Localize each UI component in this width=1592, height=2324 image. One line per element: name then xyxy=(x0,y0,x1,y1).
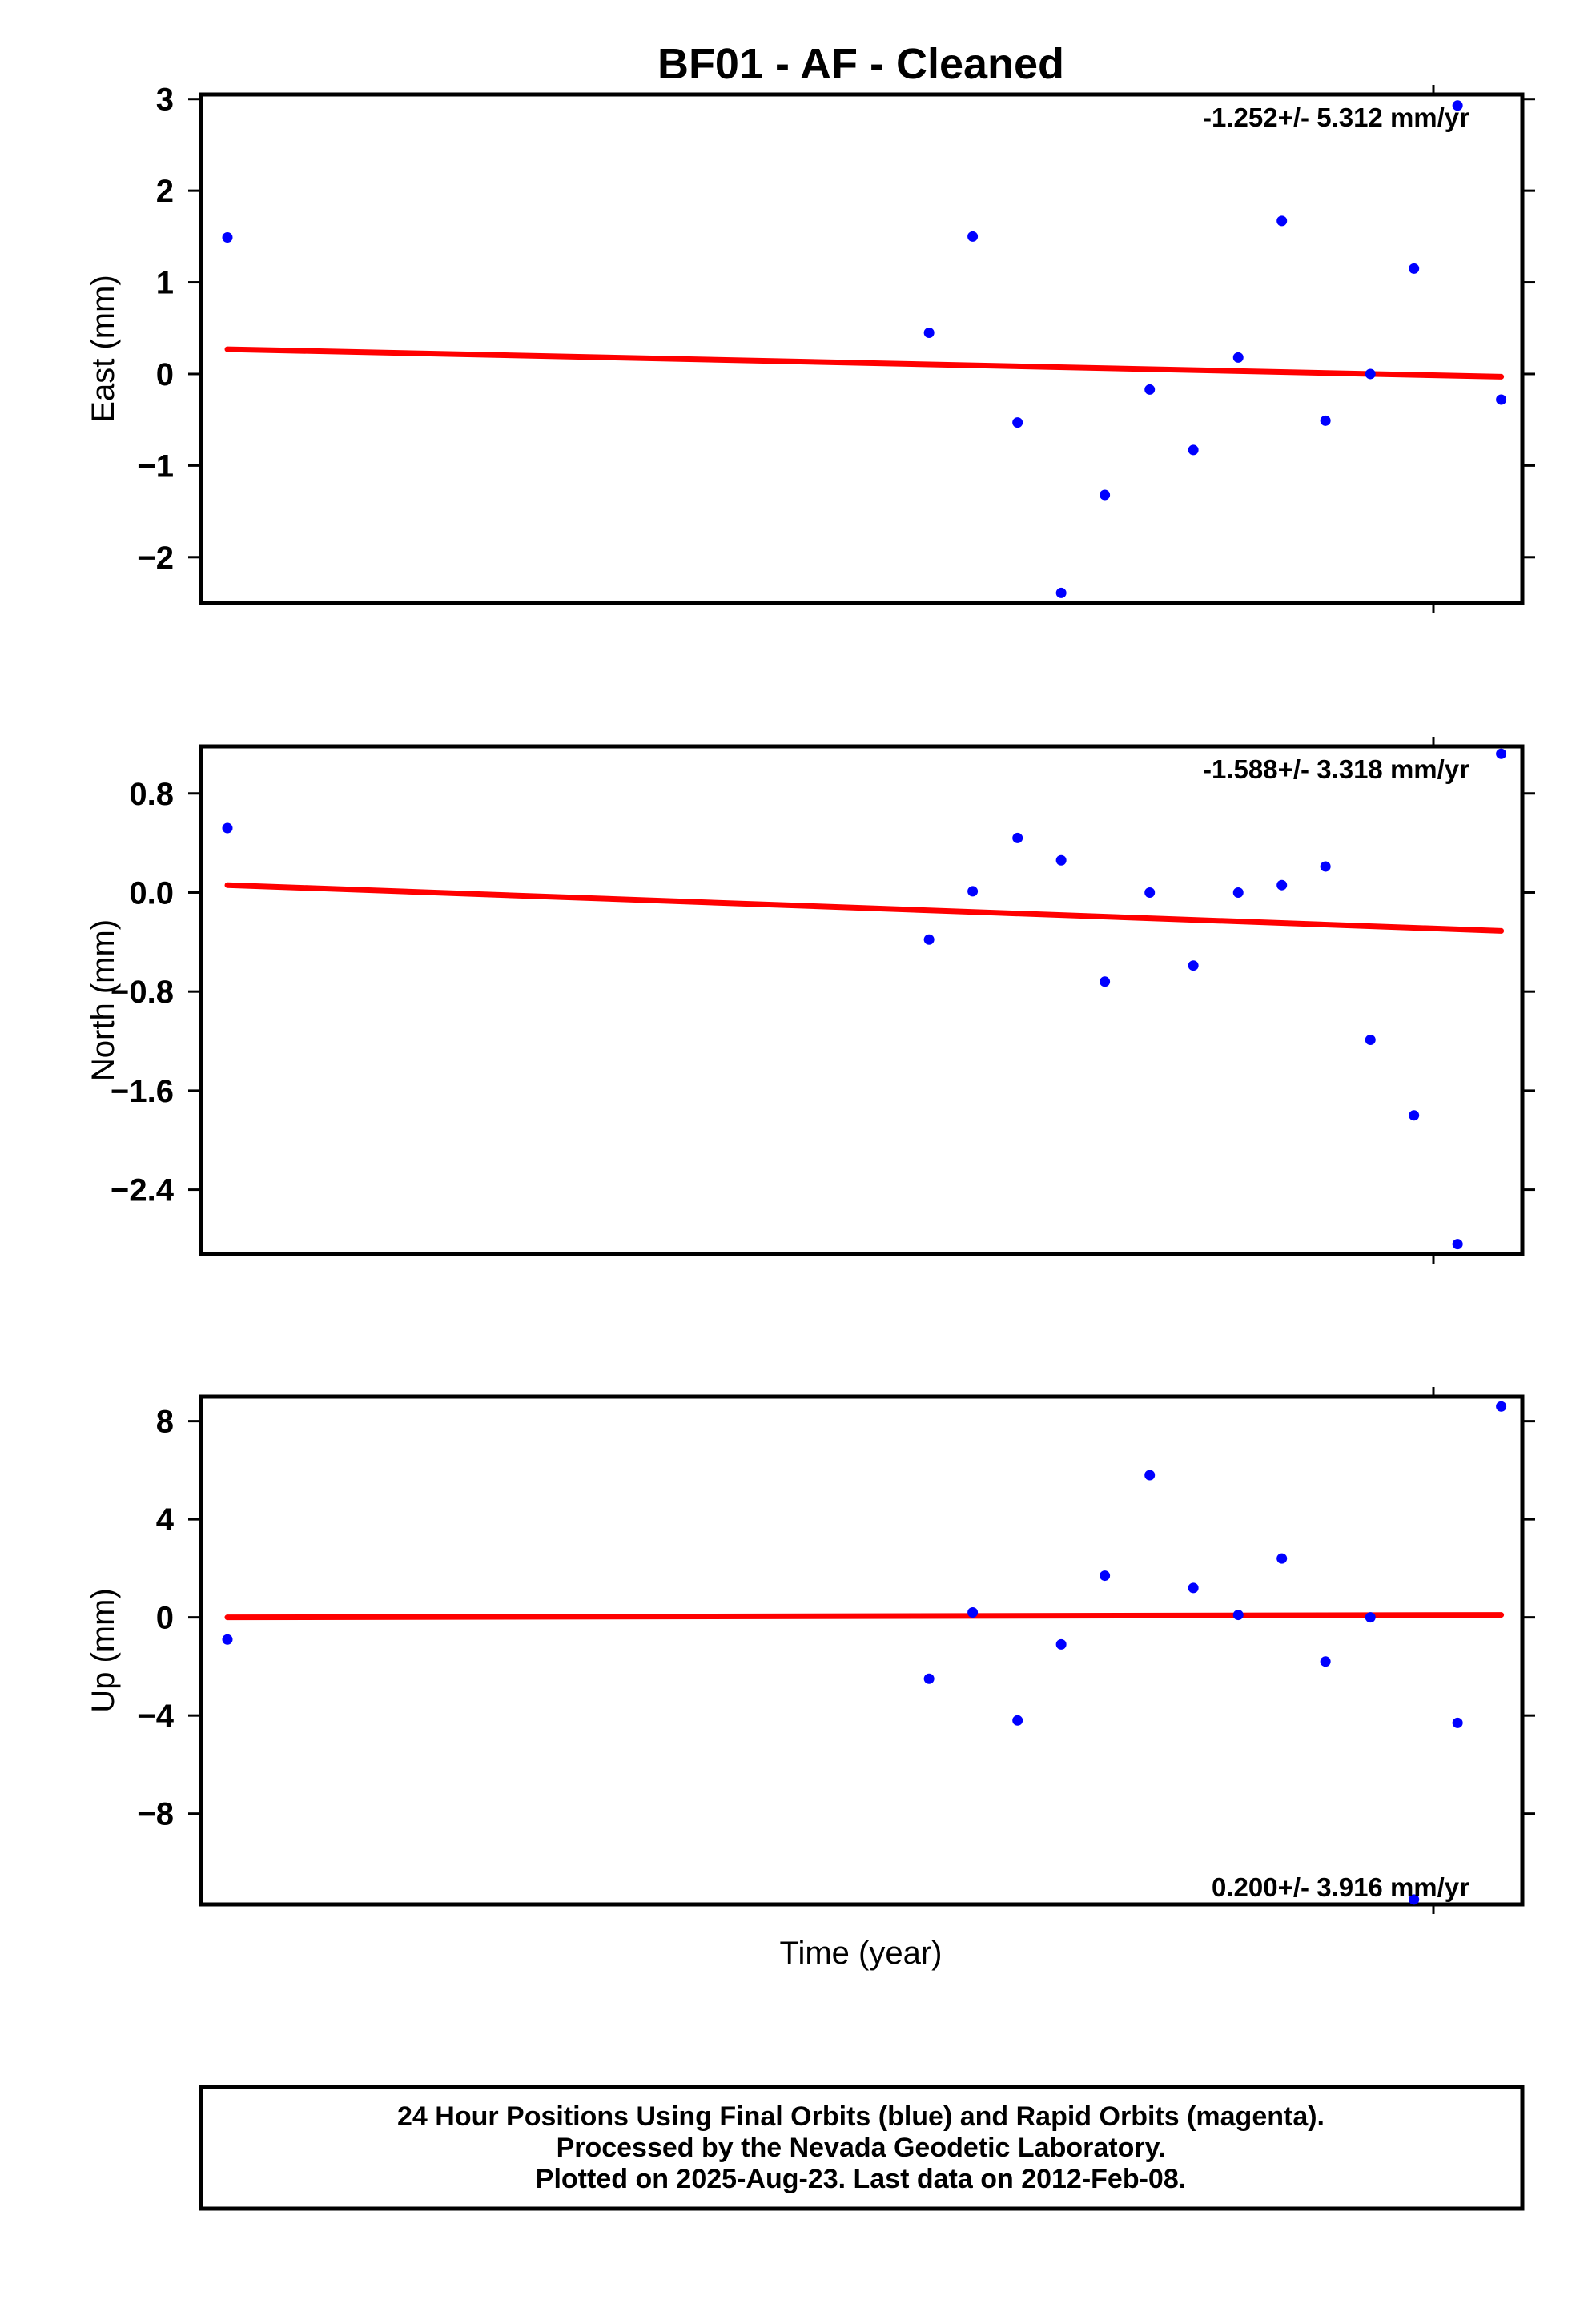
east-ytick-label: 0 xyxy=(156,357,174,392)
east-data-point xyxy=(1276,215,1288,227)
up-ytick-label: −4 xyxy=(137,1699,174,1734)
up-data-point xyxy=(923,1673,935,1684)
north-y-axis-label: North (mm) xyxy=(86,919,121,1081)
footer-line-2: Processed by the Nevada Geodetic Laborat… xyxy=(557,2133,1166,2163)
north-data-point xyxy=(1496,748,1507,759)
north-ytick-label: −1.6 xyxy=(111,1074,174,1109)
north-ytick-label: −0.8 xyxy=(111,975,174,1010)
up-ytick-label: 4 xyxy=(156,1502,175,1538)
east-plot-frame xyxy=(199,92,1525,605)
north-ytick-label: −2.4 xyxy=(111,1173,175,1208)
up-data-point xyxy=(1496,1401,1507,1412)
north-ytick-label: 0.0 xyxy=(129,875,174,911)
up-data-point xyxy=(1320,1656,1331,1667)
east-y-axis-label: East (mm) xyxy=(86,275,121,422)
east-data-point xyxy=(1144,384,1156,395)
up-data-point xyxy=(1188,1582,1199,1594)
east-data-point xyxy=(923,327,935,338)
east-trend-line xyxy=(224,346,1505,380)
up-data-point xyxy=(1232,1610,1244,1621)
up-data-point xyxy=(222,1634,233,1645)
up-ytick-label: 0 xyxy=(156,1601,174,1636)
north-trend-line xyxy=(224,882,1505,934)
north-ytick-label: 0.8 xyxy=(129,777,174,812)
up-data-point xyxy=(1144,1470,1156,1481)
north-data-point xyxy=(1232,887,1244,898)
footer-line-3: Plotted on 2025-Aug-23. Last data on 201… xyxy=(536,2164,1186,2194)
east-data-point xyxy=(1012,417,1023,428)
north-data-point xyxy=(1452,1239,1463,1250)
up-data-point xyxy=(967,1607,979,1618)
east-ytick-label: 3 xyxy=(156,82,174,118)
east-data-point xyxy=(1100,489,1111,501)
up-data-point xyxy=(1055,1638,1067,1650)
north-data-point xyxy=(1320,861,1331,872)
up-rate-label: 0.200+/- 3.916 mm/yr xyxy=(1212,1872,1469,1902)
east-ytick-label: 2 xyxy=(156,174,174,209)
footer-box xyxy=(199,2085,1525,2211)
north-plot-frame xyxy=(199,744,1525,1256)
chart-title: BF01 - AF - Cleaned xyxy=(657,40,1064,88)
east-rate-label: -1.252+/- 5.312 mm/yr xyxy=(1203,103,1469,132)
north-rate-label: -1.588+/- 3.318 mm/yr xyxy=(1203,754,1469,784)
up-data-point xyxy=(1409,1894,1420,1905)
north-data-point xyxy=(967,886,979,897)
up-y-axis-label: Up (mm) xyxy=(86,1588,121,1713)
up-data-point xyxy=(1365,1612,1376,1623)
north-data-point xyxy=(1188,960,1199,971)
east-data-point xyxy=(1188,444,1199,456)
east-panel: 3 2 1 0 −1 −2 East (mm) -1.252+/- 5.312 mm/yr xyxy=(86,82,1535,613)
north-data-point xyxy=(1055,854,1067,866)
footer-line-1: 24 Hour Positions Using Final Orbits (bl… xyxy=(397,2101,1325,2132)
up-data-point xyxy=(1452,1717,1463,1728)
east-data-point xyxy=(1320,415,1331,426)
north-panel: 0.8 0.0 −0.8 −1.6 −2.4 North (mm) -1.588+/- 3.… xyxy=(86,737,1535,1264)
east-data-point xyxy=(1055,587,1067,598)
up-ytick-label: −8 xyxy=(137,1797,174,1832)
up-data-point xyxy=(1100,1570,1111,1582)
up-trend-line xyxy=(224,1612,1505,1621)
north-data-point xyxy=(1409,1110,1420,1121)
north-data-point xyxy=(1100,976,1111,987)
east-data-point xyxy=(1452,100,1463,111)
north-data-point xyxy=(222,822,233,834)
east-data-point xyxy=(967,231,979,242)
up-data-point xyxy=(1276,1553,1288,1564)
north-data-point xyxy=(1276,879,1288,891)
up-panel: 8 4 0 −4 −8 Up (mm) 0.200+/- 3.916 mm/yr xyxy=(86,1387,1535,1914)
north-data-point xyxy=(1365,1034,1376,1045)
up-ytick-label: 8 xyxy=(156,1405,174,1440)
up-plot-frame xyxy=(199,1394,1525,1907)
east-data-point xyxy=(1232,352,1244,363)
north-data-point xyxy=(923,934,935,945)
east-data-point xyxy=(1496,394,1507,405)
north-data-point xyxy=(1144,887,1156,898)
east-data-point xyxy=(222,231,233,243)
x-axis-label: Time (year) xyxy=(780,1936,943,1971)
up-data-point xyxy=(1012,1715,1023,1726)
east-ytick-label: −2 xyxy=(137,541,174,576)
east-ytick-label: 1 xyxy=(156,266,174,301)
east-ytick-label: −1 xyxy=(137,448,174,484)
east-data-point xyxy=(1409,263,1420,274)
east-data-point xyxy=(1365,368,1376,380)
north-data-point xyxy=(1012,832,1023,843)
